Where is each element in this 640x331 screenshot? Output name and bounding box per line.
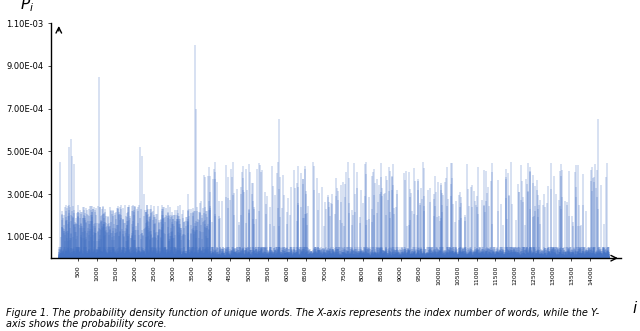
- Text: $\mathbf{\mathit{P_i}}$: $\mathbf{\mathit{P_i}}$: [20, 0, 34, 14]
- Text: Figure 1. The probability density function of unique words. The X-axis represent: Figure 1. The probability density functi…: [6, 308, 600, 329]
- Text: $\mathbf{\mathit{i}}$: $\mathbf{\mathit{i}}$: [632, 301, 638, 316]
